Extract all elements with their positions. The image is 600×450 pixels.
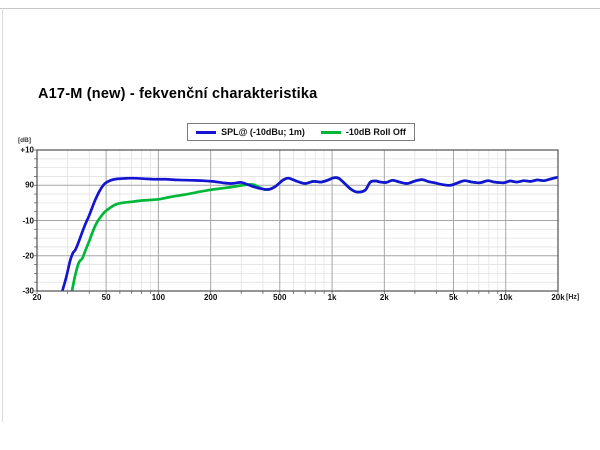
y-axis-unit-label: [dB]	[18, 137, 31, 144]
x-tick-label: 100	[151, 292, 166, 302]
legend: SPL@ (-10dBu; 1m) -10dB Roll Off	[187, 123, 415, 141]
y-axis-tick-labels: +10 90 -10 -20 -30	[0, 146, 34, 296]
legend-item-rolloff: -10dB Roll Off	[320, 127, 406, 137]
spl-line-swatch	[196, 130, 217, 134]
x-tick-label: 20	[32, 292, 42, 302]
y-tick-label: -20	[22, 251, 34, 261]
plot-frame	[36, 149, 559, 292]
x-tick-label: 500	[273, 292, 287, 302]
y-tick-label: 90	[25, 180, 34, 190]
x-axis-unit-label: [Hz]	[566, 293, 580, 301]
x-tick-label: 50	[101, 292, 111, 302]
chart-title: A17-M (new) - fekvenční charakteristika	[38, 86, 318, 102]
y-tick-label: -30	[22, 286, 34, 296]
x-tick-label: 10k	[499, 292, 513, 302]
spl-curve	[61, 175, 558, 291]
y-tick-label: +10	[20, 145, 34, 155]
x-tick-label: 20k	[551, 292, 565, 302]
x-axis-tick-labels: 20 50 100 200 500 1k 2k 5k 10k 20k	[33, 292, 565, 305]
rolloff-line-swatch	[320, 130, 341, 134]
x-tick-label: 200	[203, 292, 218, 302]
plot-canvas	[34, 149, 559, 294]
legend-item-spl: SPL@ (-10dBu; 1m)	[196, 127, 305, 137]
legend-label-rolloff: -10dB Roll Off	[345, 127, 406, 137]
x-tick-label: 2k	[379, 292, 389, 302]
left-border-line	[2, 8, 3, 422]
x-tick-label: 5k	[448, 292, 458, 302]
y-tick-label: -10	[22, 216, 34, 225]
legend-label-spl: SPL@ (-10dBu; 1m)	[221, 127, 305, 137]
frequency-response-plot	[34, 149, 559, 294]
x-tick-label: 1k	[327, 292, 337, 302]
top-border-line	[0, 8, 600, 9]
